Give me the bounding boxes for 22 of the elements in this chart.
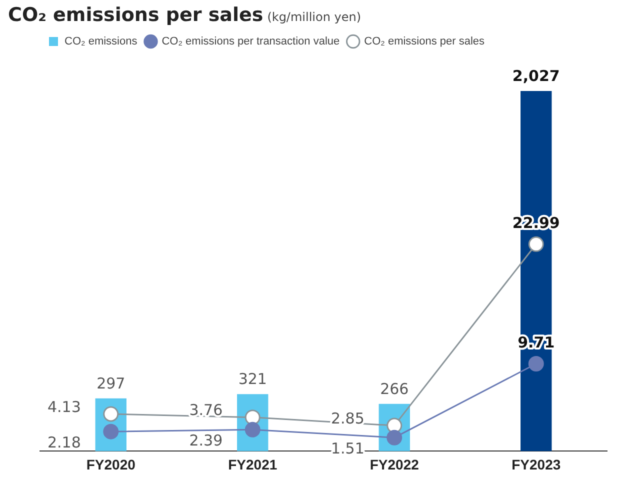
data-label: 3.76 — [189, 401, 223, 420]
data-label: 297 — [96, 374, 126, 392]
data-label: 266 — [380, 380, 409, 398]
legend-label: CO₂ emissions per transaction value — [162, 36, 340, 48]
point — [528, 236, 544, 252]
chart-subtitle: (kg/million yen) — [267, 10, 362, 24]
data-label: 2.18 — [47, 433, 81, 452]
x-tick-label: FY2023 — [512, 456, 561, 472]
data-label: 2.39 — [189, 432, 223, 450]
data-label: 2,027 — [512, 66, 560, 85]
point — [386, 430, 402, 446]
data-label: 321 — [238, 370, 267, 388]
legend-label: CO₂ emissions — [64, 36, 138, 48]
x-tick-label: FY2020 — [86, 456, 136, 472]
data-label: 4.13 — [47, 398, 81, 416]
x-tick-label: FY2022 — [370, 456, 420, 472]
chart-title: CO₂ emissions per sales — [8, 4, 264, 26]
legend-label: CO₂ emissions per sales — [364, 36, 486, 48]
point — [528, 356, 544, 372]
x-tick-label: FY2021 — [228, 456, 278, 472]
point — [103, 406, 119, 422]
data-label: 2.85 — [330, 409, 364, 428]
